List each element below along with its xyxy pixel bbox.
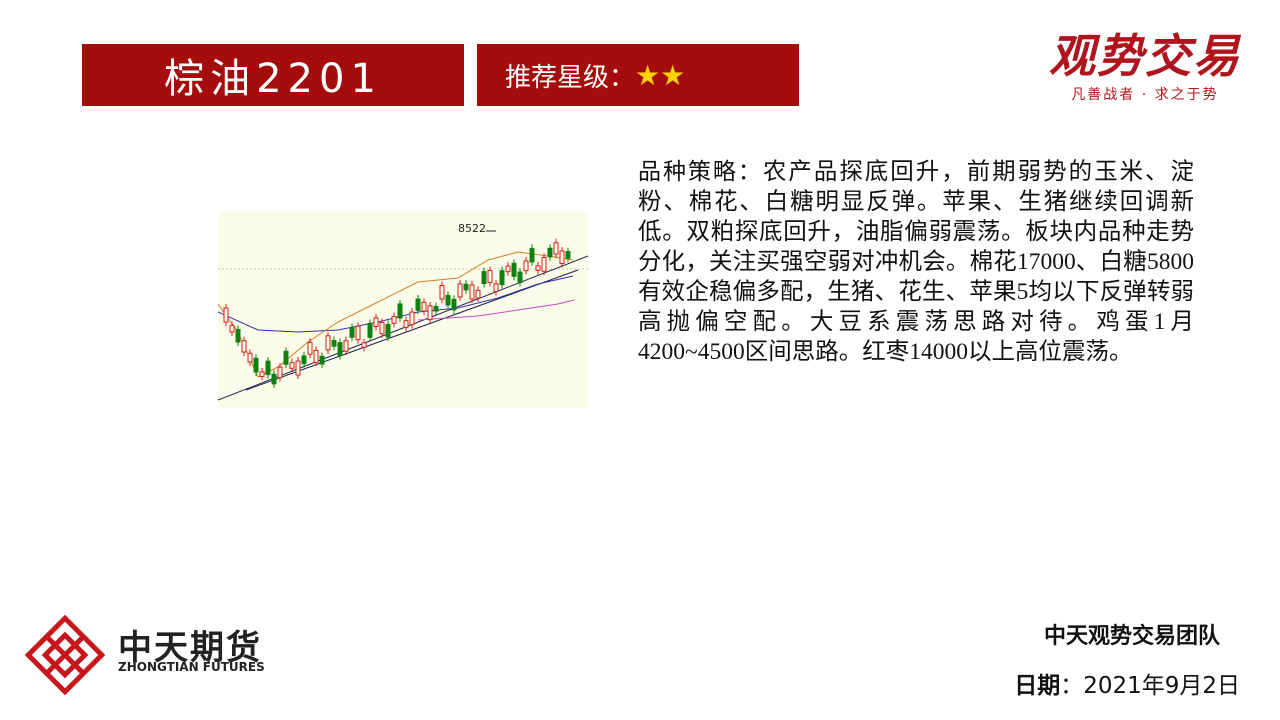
candle-body — [505, 265, 511, 273]
candle-body — [355, 325, 361, 341]
chart-label: 8522 — [458, 222, 486, 235]
brand: 观势交易 凡善战者 · 求之于势 — [1040, 28, 1250, 104]
candle-body — [283, 350, 289, 365]
candle-body — [379, 321, 385, 335]
candle-body — [223, 307, 229, 323]
candles — [223, 238, 571, 388]
candle-body — [499, 270, 505, 286]
candle-body — [409, 311, 415, 326]
date-value: ：2021年9月2日 — [1060, 673, 1240, 699]
candle-body — [415, 298, 421, 311]
candle-body — [277, 366, 283, 379]
candle-body — [523, 260, 529, 272]
candle-body — [235, 328, 241, 343]
candle-body — [559, 250, 565, 265]
candle-body — [541, 256, 547, 272]
candle-body — [535, 265, 541, 271]
candle-body — [313, 349, 319, 363]
strategy-text: 农产品探底回升，前期弱势的玉米、淀粉、棉花、白糖明显反弹。苹果、生猪继续回调新低… — [638, 159, 1195, 365]
candle-body — [301, 355, 307, 365]
candle-body — [373, 317, 379, 328]
rating-box: 推荐星级： ★★ — [477, 44, 799, 106]
candle-body — [517, 271, 523, 283]
candle-body — [469, 284, 475, 300]
candle-body — [391, 316, 397, 324]
date-label: 日期 — [1014, 673, 1061, 699]
candle-body — [439, 285, 445, 300]
candle-body — [385, 323, 391, 338]
rating-label: 推荐星级： — [505, 62, 636, 93]
candle-body — [289, 362, 295, 369]
logo-shape — [44, 634, 86, 676]
candle-body — [481, 271, 487, 285]
candle-body — [463, 283, 469, 291]
candle-body — [295, 360, 301, 376]
candle-body — [325, 335, 331, 351]
candle-body — [457, 283, 463, 298]
company-name: 中天期货 — [118, 628, 262, 668]
candle-body — [307, 341, 313, 355]
ma-line — [218, 251, 574, 378]
candle-body — [397, 303, 403, 319]
candle-body — [529, 247, 535, 263]
candle-body — [487, 270, 493, 283]
candle-body — [511, 262, 517, 277]
company-name-en: ZHONGTIAN FUTURES — [118, 660, 265, 674]
team: 中天观势交易团队 — [1043, 624, 1220, 649]
candle-body — [271, 373, 277, 385]
candle-body — [553, 242, 559, 255]
candle-body — [247, 352, 253, 363]
candle-body — [367, 323, 373, 338]
candle-body — [265, 360, 271, 376]
candle-body — [229, 324, 235, 333]
brand-logo: 观势交易 — [1049, 29, 1241, 83]
candle-body — [319, 355, 325, 365]
title: 棕油2201 — [164, 56, 382, 102]
strategy-label: 品种策略： — [638, 159, 763, 185]
candle-body — [253, 357, 259, 373]
candle-body — [475, 289, 481, 299]
candle-body — [445, 294, 451, 306]
rating-stars: ★★ — [635, 58, 686, 92]
company-logo — [24, 614, 106, 696]
candle-body — [451, 298, 457, 311]
candle-body — [361, 342, 367, 348]
brand-slogan: 凡善战者 · 求之于势 — [1071, 87, 1219, 103]
strategy: 品种策略：农产品探底回升，前期弱势的玉米、淀粉、棉花、白糖明显反弹。苹果、生猪继… — [638, 157, 1194, 367]
candle-body — [349, 327, 355, 338]
candle-body — [241, 340, 247, 353]
candle-body — [493, 283, 499, 293]
title-box: 棕油2201 — [82, 44, 464, 106]
candle-body — [343, 340, 349, 352]
trend-line — [245, 269, 579, 391]
candle-body — [331, 340, 337, 347]
candle-body — [433, 305, 439, 312]
ma-line — [417, 299, 575, 321]
candle-body — [403, 320, 409, 328]
candle-body — [565, 251, 571, 259]
candle-body — [337, 342, 343, 357]
candle-body — [547, 247, 553, 258]
candle-body — [427, 305, 433, 321]
date: 日期：2021年9月2日 — [1014, 666, 1240, 700]
candle-body — [421, 301, 427, 312]
candle-body — [259, 371, 265, 377]
chart-image: 8522 — [218, 212, 588, 408]
